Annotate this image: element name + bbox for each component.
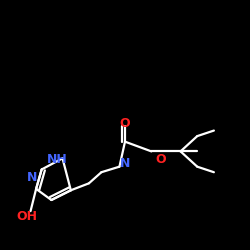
Text: O: O: [156, 153, 166, 166]
Text: O: O: [120, 117, 130, 130]
Text: OH: OH: [16, 210, 37, 223]
Text: N: N: [120, 158, 130, 170]
Text: NH: NH: [46, 153, 67, 166]
Text: N: N: [27, 171, 37, 184]
